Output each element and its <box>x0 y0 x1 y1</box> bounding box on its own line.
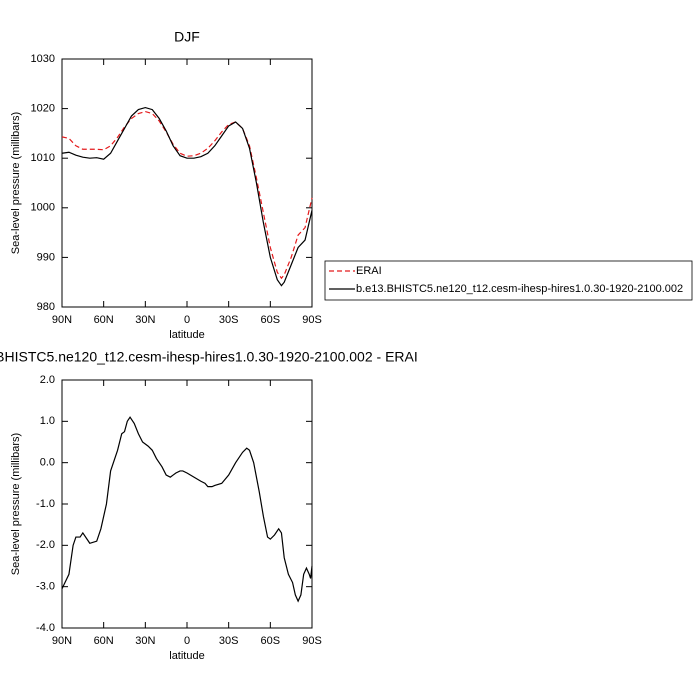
plot-frame <box>61 379 313 629</box>
legend-label: ERAI <box>356 265 382 277</box>
x-tick-label: 60S <box>261 635 281 647</box>
y-tick-label: -1.0 <box>36 498 55 510</box>
y-tick-label: 1020 <box>31 103 55 115</box>
x-tick-label: 0 <box>184 635 190 647</box>
chart-title: DJF <box>174 29 200 45</box>
x-axis-label: latitude <box>169 650 204 662</box>
legend-box <box>324 260 693 301</box>
x-tick-label: 30S <box>219 635 239 647</box>
y-tick-label: 1010 <box>31 152 55 164</box>
y-tick-label: -2.0 <box>36 539 55 551</box>
x-tick-label: 0 <box>184 314 190 326</box>
x-tick-label: 90S <box>302 314 322 326</box>
data-line <box>61 110 313 280</box>
x-tick-label: 90S <box>302 635 322 647</box>
x-tick-label: 90N <box>52 635 72 647</box>
y-axis-label: Sea-level pressure (millibars) <box>10 433 22 575</box>
y-tick-label: 1000 <box>31 202 55 214</box>
x-tick-label: 30N <box>135 635 155 647</box>
x-tick-label: 30S <box>219 314 239 326</box>
x-tick-label: 60S <box>261 314 281 326</box>
chart-title: b.e13.BHISTC5.ne120_t12.cesm-ihesp-hires… <box>0 349 418 365</box>
data-line <box>61 416 313 603</box>
y-tick-label: 2.0 <box>40 374 55 386</box>
x-tick-label: 60N <box>94 635 114 647</box>
y-tick-label: 1030 <box>31 53 55 65</box>
x-tick-label: 30N <box>135 314 155 326</box>
y-tick-label: 980 <box>37 301 55 313</box>
y-axis-label: Sea-level pressure (millibars) <box>10 112 22 254</box>
y-tick-label: -3.0 <box>36 581 55 593</box>
x-tick-label: 60N <box>94 314 114 326</box>
y-tick-label: 990 <box>37 251 55 263</box>
y-tick-label: -4.0 <box>36 622 55 634</box>
legend-label: b.e13.BHISTC5.ne120_t12.cesm-ihesp-hires… <box>356 283 683 295</box>
x-axis-label: latitude <box>169 329 204 341</box>
y-tick-label: 0.0 <box>40 457 55 469</box>
y-tick-label: 1.0 <box>40 415 55 427</box>
x-tick-label: 90N <box>52 314 72 326</box>
data-line <box>61 106 313 287</box>
